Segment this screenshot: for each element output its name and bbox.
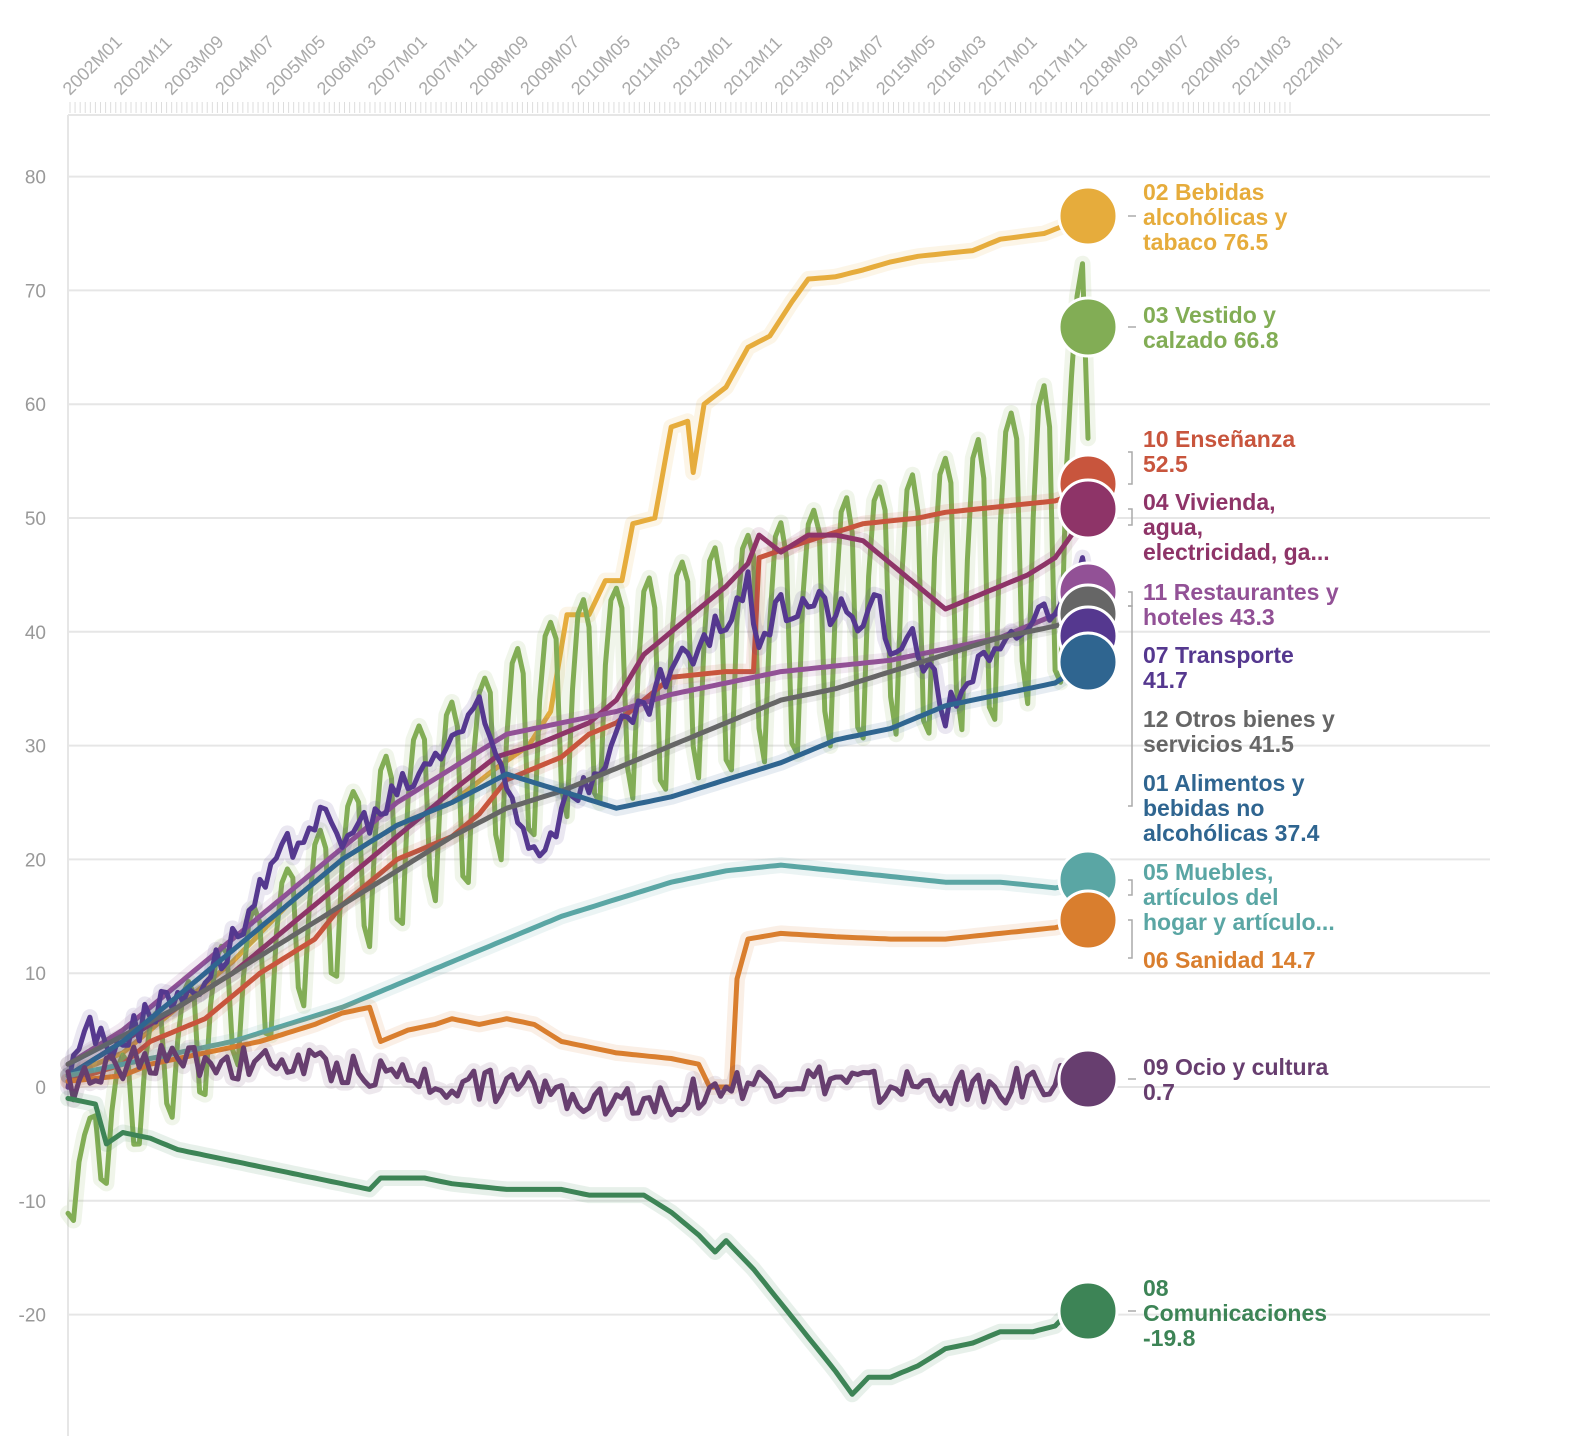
label-connector — [1128, 591, 1133, 607]
y-tick-label: 70 — [25, 281, 46, 302]
series-line-s10 — [65, 487, 1091, 1084]
y-axis: 80 70 60 50 40 30 20 10 0 -10 -20 — [19, 168, 46, 1327]
y-tick-label: 80 — [25, 168, 46, 189]
y-tick-label: 10 — [25, 964, 46, 985]
series-line-s12 — [65, 612, 1091, 1067]
series-labels: 02 Bebidas alcohólicas y tabaco 76.5 03 Ves… — [1128, 179, 1339, 1351]
label-connector — [1128, 508, 1133, 526]
series-line-s05 — [65, 862, 1091, 1079]
end-marker-s04 — [1057, 478, 1119, 540]
x-axis: 2002M012002M112003M092004M072005M052006M… — [59, 32, 1346, 113]
series-label-s03: 03 Vestido y calzado 66.8 — [1143, 302, 1279, 353]
series-line-s09 — [65, 1043, 1091, 1118]
label-connector — [1128, 879, 1133, 896]
y-tick-label: 20 — [25, 850, 46, 871]
series-label-s11: 11 Restaurantes y hoteles 43.3 — [1143, 579, 1339, 630]
series-label-s06: 06 Sanidad 14.7 — [1143, 947, 1316, 973]
series-label-s10: 10 Enseñanza 52.5 — [1143, 426, 1295, 477]
end-marker-s02 — [1057, 185, 1119, 247]
series-label-s02: 02 Bebidas alcohólicas y tabaco 76.5 — [1143, 179, 1288, 255]
y-tick-label: 50 — [25, 509, 46, 530]
series-label-s09: 09 Ocio y cultura 0.7 — [1143, 1054, 1329, 1105]
series-label-s08: 08 Comunicaciones -19.8 — [1143, 1275, 1327, 1351]
y-tick-label: 30 — [25, 737, 46, 758]
y-tick-label: 0 — [35, 1078, 46, 1099]
series-label-s07: 07 Transporte 41.7 — [1143, 642, 1294, 693]
series-label-s05: 05 Muebles, artículos del hogar y artículo… — [1143, 859, 1335, 935]
end-markers — [1057, 185, 1119, 1342]
label-connector — [1128, 919, 1133, 959]
y-tick-label: 60 — [25, 395, 46, 416]
label-connector — [1128, 605, 1133, 807]
series-halo-s08 — [60, 1090, 1096, 1403]
series-line-s01 — [65, 658, 1091, 1079]
series-label-s04: 04 Vivienda, agua, electricidad, ga... — [1143, 489, 1330, 565]
end-marker-s08 — [1057, 1280, 1119, 1342]
series-group — [60, 208, 1096, 1403]
end-marker-s06 — [1057, 889, 1119, 951]
series-line-s07 — [65, 555, 1091, 1090]
series-line-s08 — [65, 1095, 1091, 1397]
y-tick-label: -20 — [19, 1306, 46, 1327]
end-marker-s01 — [1057, 631, 1119, 693]
series-line-s06 — [65, 917, 1091, 1090]
series-label-s12: 12 Otros bienes y servicios 41.5 — [1143, 706, 1335, 757]
end-marker-s09 — [1057, 1048, 1119, 1110]
label-connector — [1128, 451, 1133, 485]
end-marker-s03 — [1057, 296, 1119, 358]
series-label-s01: 01 Alimentos y bebidas no alcohólicas 37.4 — [1143, 770, 1320, 846]
y-tick-label: -10 — [19, 1192, 46, 1213]
y-tick-label: 40 — [25, 623, 46, 644]
